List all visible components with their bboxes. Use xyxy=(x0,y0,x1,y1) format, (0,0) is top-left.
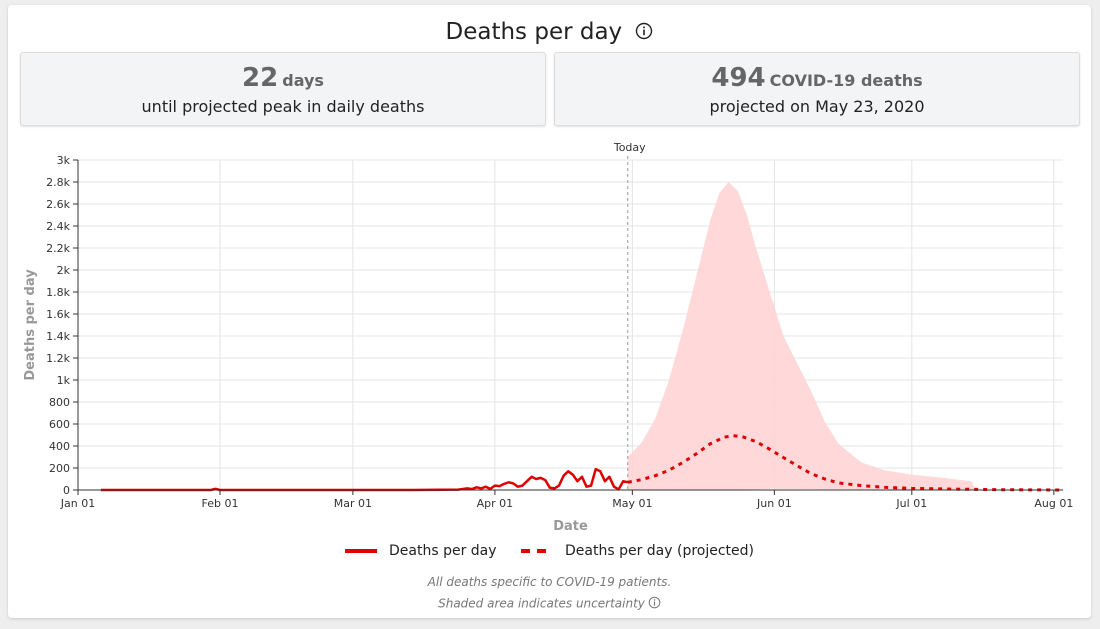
legend-label-deaths: Deaths per day xyxy=(389,543,497,559)
uncertainty-band xyxy=(627,182,976,490)
x-tick-label: Jul 01 xyxy=(895,497,927,510)
y-tick-label: 1.6k xyxy=(46,308,70,321)
x-tick-label: May 01 xyxy=(612,497,652,510)
y-tick-label: 2.2k xyxy=(46,242,70,255)
deaths-chart: Today 0 200 400 600 800 1k 1.2k 1.4k 1.6k 1.8k 2k 2… xyxy=(23,141,1073,534)
info-icon[interactable] xyxy=(648,596,661,612)
peak-deaths-unit: COVID-19 deaths xyxy=(769,71,923,90)
x-axis-label: Date xyxy=(553,519,588,534)
grid xyxy=(77,159,1063,491)
y-tick-label: 2.8k xyxy=(46,176,70,189)
series-line-projected xyxy=(627,434,1064,492)
peak-days-unit: days xyxy=(282,71,324,90)
footnote-uncertainty: Shaded area indicates uncertainty xyxy=(8,596,1091,612)
y-tick-label: 400 xyxy=(49,440,70,453)
chart-title-row: Deaths per day xyxy=(8,19,1091,46)
legend-item-projected[interactable]: Deaths per day (projected) xyxy=(521,543,754,559)
y-tick-label: 1.2k xyxy=(46,352,70,365)
y-tick-label: 800 xyxy=(49,396,70,409)
peak-deaths-box: 494 COVID-19 deaths projected on May 23, … xyxy=(554,52,1080,126)
x-tick-label: Feb 01 xyxy=(202,497,239,510)
x-tick-label: Aug 01 xyxy=(1034,497,1073,510)
y-tick-label: 1k xyxy=(57,374,71,387)
axes: 0 200 400 600 800 1k 1.2k 1.4k 1.6k 1.8k 2k 2.2k 2.4… xyxy=(46,154,1073,510)
peak-days-number: 22 xyxy=(242,63,279,93)
x-tick-label: Jan 01 xyxy=(60,497,95,510)
y-tick-label: 0 xyxy=(63,484,70,497)
y-tick-label: 3k xyxy=(57,154,71,167)
info-icon[interactable] xyxy=(635,20,653,46)
footnote-patients: All deaths specific to COVID-19 patients… xyxy=(427,575,672,589)
legend-swatch-solid xyxy=(345,549,377,553)
legend-item-deaths[interactable]: Deaths per day xyxy=(345,543,497,559)
y-tick-label: 2k xyxy=(57,264,71,277)
footnote-uncertainty-text: Shaded area indicates uncertainty xyxy=(438,596,645,611)
legend-swatch-dashed xyxy=(521,549,553,553)
chart-title: Deaths per day xyxy=(445,19,623,45)
deaths-per-day-card: Deaths per day 22 days until projected pe… xyxy=(8,5,1091,618)
x-tick-label: Apr 01 xyxy=(477,497,514,510)
y-tick-label: 1.8k xyxy=(46,286,70,299)
y-axis-label: Deaths per day xyxy=(23,269,38,381)
y-tick-label: 2.4k xyxy=(46,220,70,233)
y-tick-label: 1.4k xyxy=(46,330,70,343)
peak-deaths-caption: projected on May 23, 2020 xyxy=(709,97,925,116)
y-tick-label: 600 xyxy=(49,418,70,431)
legend-label-projected: Deaths per day (projected) xyxy=(565,543,754,559)
series-line-deaths xyxy=(100,467,629,492)
x-tick-label: Mar 01 xyxy=(334,497,372,510)
peak-days-box: 22 days until projected peak in daily dea… xyxy=(20,52,546,126)
x-tick-label: Jun 01 xyxy=(756,497,792,510)
peak-days-caption: until projected peak in daily deaths xyxy=(141,97,425,116)
y-tick-label: 200 xyxy=(49,462,70,475)
peak-deaths-number: 494 xyxy=(711,63,766,93)
legend: Deaths per day Deaths per day (projected… xyxy=(8,543,1091,559)
y-tick-label: 2.6k xyxy=(46,198,70,211)
today-label: Today xyxy=(613,141,646,154)
